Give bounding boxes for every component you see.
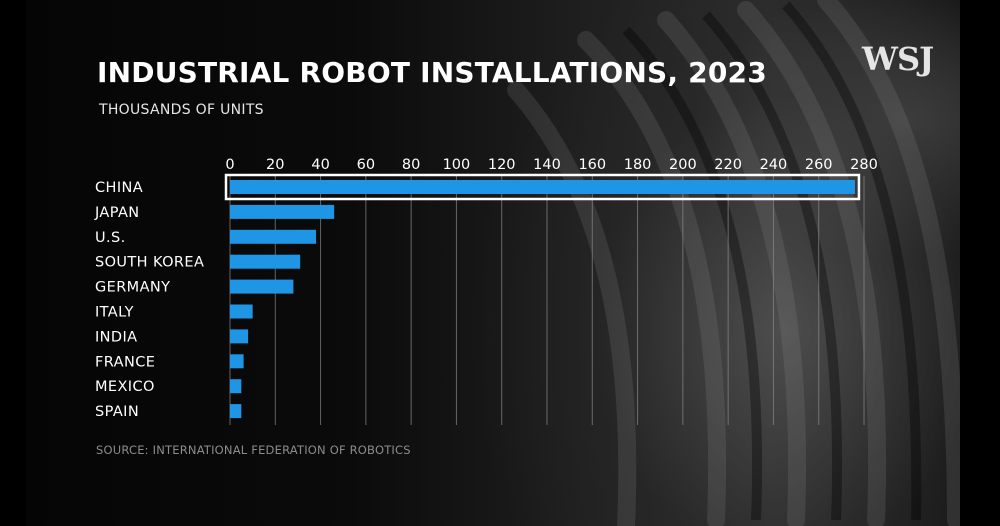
bar bbox=[230, 180, 855, 194]
bar bbox=[230, 279, 294, 294]
source-note: SOURCE: INTERNATIONAL FEDERATION OF ROBO… bbox=[96, 443, 411, 457]
category-label: GERMANY bbox=[95, 280, 170, 296]
bar-chart: 0 20 40 60 80 100 120 140 160 180 200 220 240 260 280 C… bbox=[94, 157, 878, 425]
bar bbox=[230, 254, 301, 269]
x-tick-label: 20 bbox=[266, 157, 284, 173]
bar bbox=[230, 304, 253, 319]
background-texture bbox=[507, 0, 960, 526]
x-tick-label: 240 bbox=[760, 157, 788, 173]
bar bbox=[230, 204, 335, 219]
category-label: INDIA bbox=[95, 329, 137, 345]
category-label: U.S. bbox=[95, 230, 126, 246]
x-tick-label: 40 bbox=[311, 157, 329, 173]
category-label: CHINA bbox=[95, 180, 143, 196]
x-tick-label: 280 bbox=[850, 157, 878, 173]
category-label: SOUTH KOREA bbox=[95, 255, 204, 271]
category-label: SPAIN bbox=[95, 404, 139, 420]
category-label: MEXICO bbox=[95, 379, 155, 395]
bar bbox=[230, 329, 249, 344]
chart-subtitle: THOUSANDS OF UNITS bbox=[99, 102, 264, 118]
bar bbox=[230, 379, 242, 394]
x-tick-label: 160 bbox=[578, 157, 606, 173]
x-tick-label: 200 bbox=[669, 157, 697, 173]
x-tick-label: 80 bbox=[402, 157, 420, 173]
chart-title: INDUSTRIAL ROBOT INSTALLATIONS, 2023 bbox=[97, 56, 767, 89]
x-tick-label: 260 bbox=[805, 157, 833, 173]
chart-video-panel: WSJ INDUSTRIAL ROBOT INSTALLATIONS, 2023… bbox=[26, 0, 960, 526]
category-label: ITALY bbox=[95, 305, 134, 321]
bar bbox=[230, 404, 242, 419]
highlight-box bbox=[224, 173, 861, 201]
x-tick-label: 0 bbox=[225, 157, 234, 173]
x-tick-label: 180 bbox=[624, 157, 652, 173]
category-label: FRANCE bbox=[95, 354, 155, 370]
x-tick-label: 120 bbox=[488, 157, 516, 173]
wsj-logo: WSJ bbox=[862, 40, 934, 78]
x-tick-label: 220 bbox=[714, 157, 742, 173]
bar bbox=[230, 229, 317, 244]
x-tick-label: 60 bbox=[357, 157, 375, 173]
category-label: JAPAN bbox=[94, 205, 140, 221]
bar bbox=[230, 354, 244, 369]
x-tick-label: 100 bbox=[443, 157, 471, 173]
x-tick-label: 140 bbox=[533, 157, 561, 173]
